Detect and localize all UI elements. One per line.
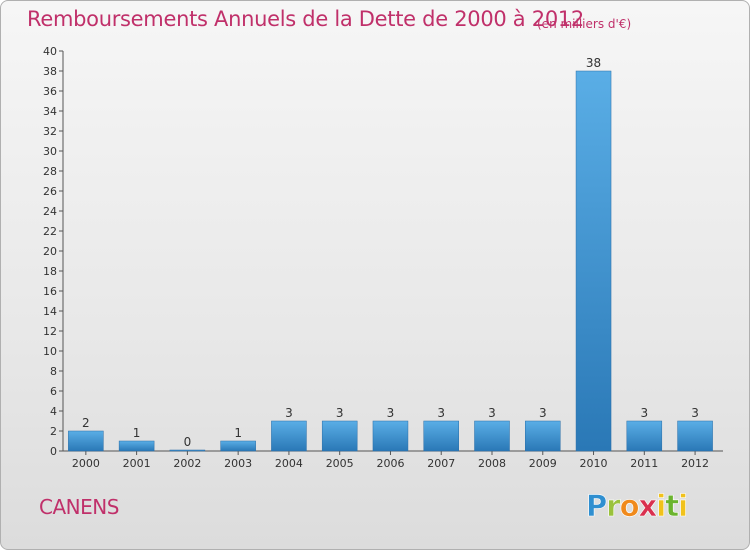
bar	[677, 420, 713, 452]
y-tick-label: 28	[43, 165, 57, 178]
svg-text:Proxiti: Proxiti	[586, 489, 687, 523]
y-tick-label: 26	[43, 185, 57, 198]
y-tick-label: 14	[43, 305, 57, 318]
proxiti-logo[interactable]: Proxiti	[584, 485, 694, 525]
commune-name: CANENS	[39, 495, 119, 519]
y-tick-label: 10	[43, 345, 57, 358]
x-tick-label: 2005	[326, 457, 354, 470]
x-tick-label: 2002	[173, 457, 201, 470]
bar	[169, 449, 206, 452]
x-tick-label: 2010	[580, 457, 608, 470]
y-tick-label: 6	[50, 385, 57, 398]
y-tick-label: 22	[43, 225, 57, 238]
x-tick-label: 2001	[123, 457, 151, 470]
x-tick-label: 2000	[72, 457, 100, 470]
x-tick-label: 2003	[224, 457, 252, 470]
y-tick-label: 18	[43, 265, 57, 278]
bar-value-label: 2	[82, 416, 90, 430]
bar	[423, 420, 459, 452]
x-tick-label: 2004	[275, 457, 303, 470]
y-tick-label: 36	[43, 85, 57, 98]
bar-value-label: 3	[387, 406, 395, 420]
y-tick-label: 8	[50, 365, 57, 378]
bar-value-label: 3	[437, 406, 445, 420]
x-tick-label: 2011	[630, 457, 658, 470]
bar	[118, 440, 155, 452]
proxiti-logo-graphic: Proxiti	[586, 489, 689, 524]
bar	[68, 430, 104, 452]
bar-value-label: 3	[488, 406, 496, 420]
bar-value-label: 1	[234, 426, 242, 440]
bar	[220, 440, 256, 452]
y-tick-label: 40	[43, 45, 57, 58]
x-tick-label: 2006	[376, 457, 404, 470]
x-tick-label: 2012	[681, 457, 709, 470]
bar	[271, 420, 307, 452]
y-tick-label: 16	[43, 285, 57, 298]
bar	[626, 420, 663, 452]
y-tick-label: 20	[43, 245, 57, 258]
y-tick-label: 38	[43, 65, 57, 78]
y-tick-label: 0	[50, 445, 57, 458]
y-tick-label: 32	[43, 125, 57, 138]
chart-title: Remboursements Annuels de la Dette de 20…	[27, 7, 584, 31]
y-tick-label: 2	[50, 425, 57, 438]
x-tick-label: 2008	[478, 457, 506, 470]
bars: 2 1 0 1 3 3 3 3 3 3 38 3 3	[68, 56, 713, 452]
y-tick-label: 12	[43, 325, 57, 338]
y-tick-label: 30	[43, 145, 57, 158]
bar	[474, 420, 510, 452]
bar	[321, 420, 358, 452]
bar-value-label: 0	[184, 435, 192, 449]
bar-value-label: 3	[640, 406, 648, 420]
bar-value-label: 3	[285, 406, 293, 420]
bar-value-label: 38	[586, 56, 601, 70]
y-tick-label: 34	[43, 105, 57, 118]
bar-value-label: 3	[336, 406, 344, 420]
bar	[575, 70, 612, 452]
bar-value-label: 3	[691, 406, 699, 420]
bar-value-label: 1	[133, 426, 141, 440]
x-axis: 2000 2001 2002 2003 2004 2005 2006 2007 2008 2009…	[63, 450, 723, 470]
bar-value-label: 3	[539, 406, 547, 420]
chart-units: (en milliers d'€)	[537, 17, 632, 31]
bar	[372, 420, 409, 452]
bar	[525, 420, 561, 452]
y-tick-label: 4	[50, 405, 57, 418]
x-tick-label: 2009	[529, 457, 557, 470]
y-tick-label: 24	[43, 205, 57, 218]
x-tick-label: 2007	[427, 457, 455, 470]
